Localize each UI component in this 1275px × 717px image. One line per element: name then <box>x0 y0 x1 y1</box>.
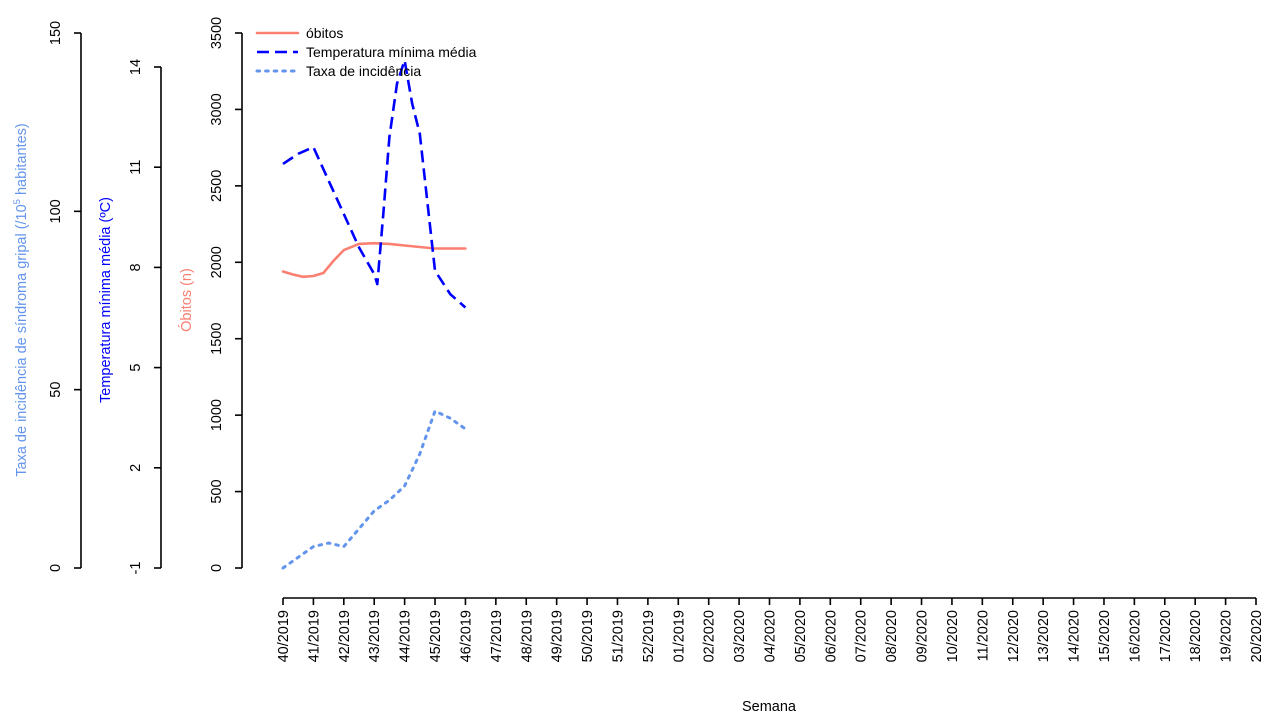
legend-label: Taxa de incidência <box>306 63 421 79</box>
series-layer <box>281 58 467 570</box>
x-tick-label: 48/2019 <box>519 610 535 662</box>
x-tick-label: 02/2020 <box>702 610 718 662</box>
x-axis-title: Semana <box>742 699 797 715</box>
x-tick-label: 08/2020 <box>884 610 900 662</box>
x-axis: 40/2019 41/2019 42/2019 43/2019 44/2019 45/20… <box>276 597 1265 715</box>
y-axis-title-incidence-end: habitantes) <box>14 123 30 199</box>
y-tick-label-incidence: 0 <box>48 564 64 572</box>
x-tick-label: 52/2019 <box>641 610 657 662</box>
y-axis-deaths: 0 500 1000 1500 2000 2500 3000 3500 <box>209 17 243 572</box>
y-tick-label-temperature: 11 <box>128 160 144 175</box>
legend-item: Taxa de incidência <box>255 63 421 79</box>
y-tick-label-temperature: 5 <box>128 364 144 372</box>
y-tick-label-deaths: 1500 <box>209 323 225 355</box>
y-tick-label-temperature: 2 <box>128 464 144 472</box>
x-tick-label: 16/2020 <box>1127 610 1143 662</box>
x-tick-label: 43/2019 <box>367 610 383 662</box>
x-tick-label: 13/2020 <box>1036 610 1052 662</box>
x-tick-label: 41/2019 <box>306 610 322 662</box>
x-tick-label: 10/2020 <box>945 610 961 662</box>
y-axis-title-incidence: Taxa de incidência de síndroma gripal (/… <box>12 123 30 477</box>
y-tick-label-temperature: 8 <box>128 263 144 271</box>
series-line-0 <box>281 241 467 279</box>
legend-label: Temperatura mínima média <box>306 44 477 60</box>
y-tick-label-deaths: 3000 <box>209 93 225 125</box>
x-tick-label: 15/2020 <box>1097 610 1113 662</box>
y-axis-title-incidence-main: Taxa de incidência de síndroma gripal (/… <box>14 204 30 476</box>
x-tick-label: 49/2019 <box>550 610 566 662</box>
y-tick-label-deaths: 500 <box>209 479 225 503</box>
x-tick-label: 01/2019 <box>671 610 687 662</box>
x-tick-label: 17/2020 <box>1158 610 1174 662</box>
x-tick-label: 45/2019 <box>428 610 444 662</box>
x-tick-label: 07/2020 <box>854 610 870 662</box>
x-tick-label: 19/2020 <box>1219 610 1235 662</box>
y-axis-temperature: -1 2 5 8 11 14 <box>128 59 162 575</box>
y-tick-label-deaths: 0 <box>209 564 225 572</box>
x-tick-label: 09/2020 <box>915 610 931 662</box>
y-tick-label-deaths: 2500 <box>209 170 225 202</box>
y-tick-label-incidence: 50 <box>48 382 64 398</box>
x-tick-label: 04/2020 <box>763 610 779 662</box>
y-axis-title-incidence-sup: 5 <box>12 199 23 204</box>
x-tick-label: 50/2019 <box>580 610 596 662</box>
y-axis-title-deaths: Óbitos (n) <box>178 268 195 332</box>
x-tick-label: 44/2019 <box>398 610 414 662</box>
legend-item: Temperatura mínima média <box>257 44 477 60</box>
x-tick-label: 20/2020 <box>1249 610 1265 662</box>
series-line-2 <box>281 409 467 570</box>
x-tick-label: 51/2019 <box>610 610 626 662</box>
y-tick-label-deaths: 2000 <box>209 246 225 278</box>
y-tick-label-deaths: 3500 <box>209 17 225 49</box>
legend-item: óbitos <box>255 25 343 41</box>
x-tick-label: 11/2020 <box>975 610 991 661</box>
x-tick-label: 18/2020 <box>1188 610 1204 662</box>
y-tick-label-temperature: -1 <box>128 562 144 575</box>
y-axis-title-temperature: Temperatura mínima média (ºC) <box>98 197 114 403</box>
y-tick-label-temperature: 14 <box>128 59 144 75</box>
legend-label: óbitos <box>306 25 343 41</box>
axes-layer: 0 50 100 150 -1 2 5 8 11 14 0 500 1000 1500 2000 2500 30… <box>12 17 1265 715</box>
x-tick-label: 05/2020 <box>793 610 809 662</box>
x-tick-label: 40/2019 <box>276 610 292 662</box>
x-tick-label: 46/2019 <box>458 610 474 662</box>
x-tick-label: 12/2020 <box>1006 610 1022 662</box>
legend: óbitos Temperatura mínima média Taxa de in… <box>255 25 477 79</box>
y-tick-label-deaths: 1000 <box>209 399 225 431</box>
x-tick-label: 03/2020 <box>732 610 748 662</box>
x-tick-label: 06/2020 <box>823 610 839 662</box>
x-tick-label: 42/2019 <box>337 610 353 662</box>
y-axis-incidence: 0 50 100 150 <box>48 21 82 572</box>
series-line-1 <box>282 58 467 309</box>
y-tick-label-incidence: 100 <box>48 199 64 223</box>
y-tick-label-incidence: 150 <box>48 21 64 45</box>
x-tick-label: 47/2019 <box>489 610 505 662</box>
x-tick-label: 14/2020 <box>1067 610 1083 662</box>
